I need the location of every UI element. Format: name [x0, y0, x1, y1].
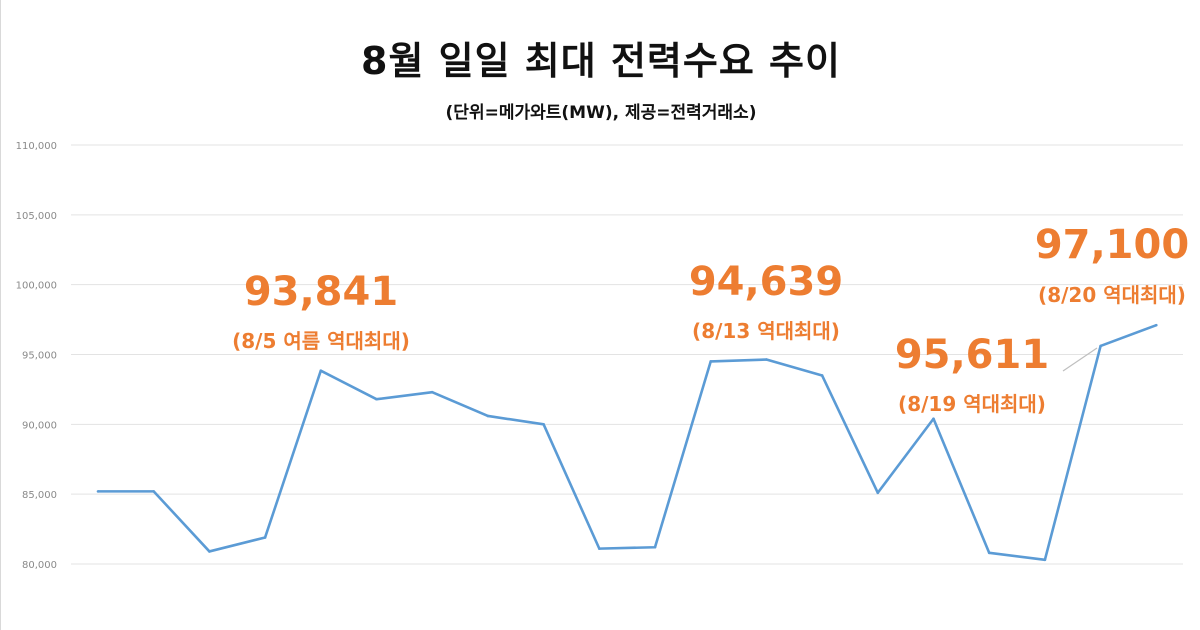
data-point-8/6 [375, 397, 378, 401]
data-point-8/4 [263, 536, 267, 539]
data-point-8/10 [598, 547, 601, 550]
annotation-label: (8/13 역대최대) [692, 319, 840, 343]
data-point-8/1 [96, 490, 100, 493]
y-tick-label: 110,000 [16, 141, 57, 152]
annotation-label: (8/20 역대최대) [1038, 283, 1186, 307]
data-point-8/7 [430, 390, 434, 394]
data-point-8/3 [208, 550, 211, 553]
chart-title: 8월 일일 최대 전력수요 추이 [361, 39, 841, 83]
annotation-label: (8/5 여름 역대최대) [232, 329, 410, 353]
data-point-8/20 [1155, 323, 1158, 327]
chart-subtitle: (단위=메가와트(MW), 제공=전력거래소) [445, 103, 757, 123]
data-point-8/9 [542, 423, 545, 426]
data-point-8/11 [653, 545, 657, 549]
data-point-8/17 [987, 551, 991, 555]
data-point-8/13 [765, 358, 768, 361]
annotation-leader-line [1062, 347, 1098, 372]
data-point-8/18 [1043, 558, 1047, 562]
data-point-8/16 [932, 417, 935, 421]
y-tick-label: 95,000 [22, 351, 57, 362]
y-tick-label: 90,000 [22, 420, 57, 431]
y-tick-label: 105,000 [16, 211, 57, 222]
data-point-8/5 [319, 369, 323, 372]
annotation-value: 94,639 [689, 259, 843, 305]
data-point-8/14 [820, 374, 824, 377]
y-tick-label: 85,000 [22, 490, 57, 501]
data-point-8/19 [1099, 344, 1102, 348]
data-point-8/15 [876, 491, 880, 495]
y-tick-label: 80,000 [22, 560, 57, 571]
series-line [98, 323, 1157, 562]
annotation-label: (8/19 역대최대) [898, 392, 1046, 416]
annotation-value: 97,100 [1035, 222, 1189, 268]
annotation-value: 93,841 [244, 269, 398, 315]
data-point-8/8 [486, 414, 490, 418]
data-point-8/2 [152, 490, 155, 493]
y-tick-label: 100,000 [16, 281, 57, 292]
annotation-value: 95,611 [895, 332, 1049, 378]
data-point-8/12 [709, 360, 712, 363]
